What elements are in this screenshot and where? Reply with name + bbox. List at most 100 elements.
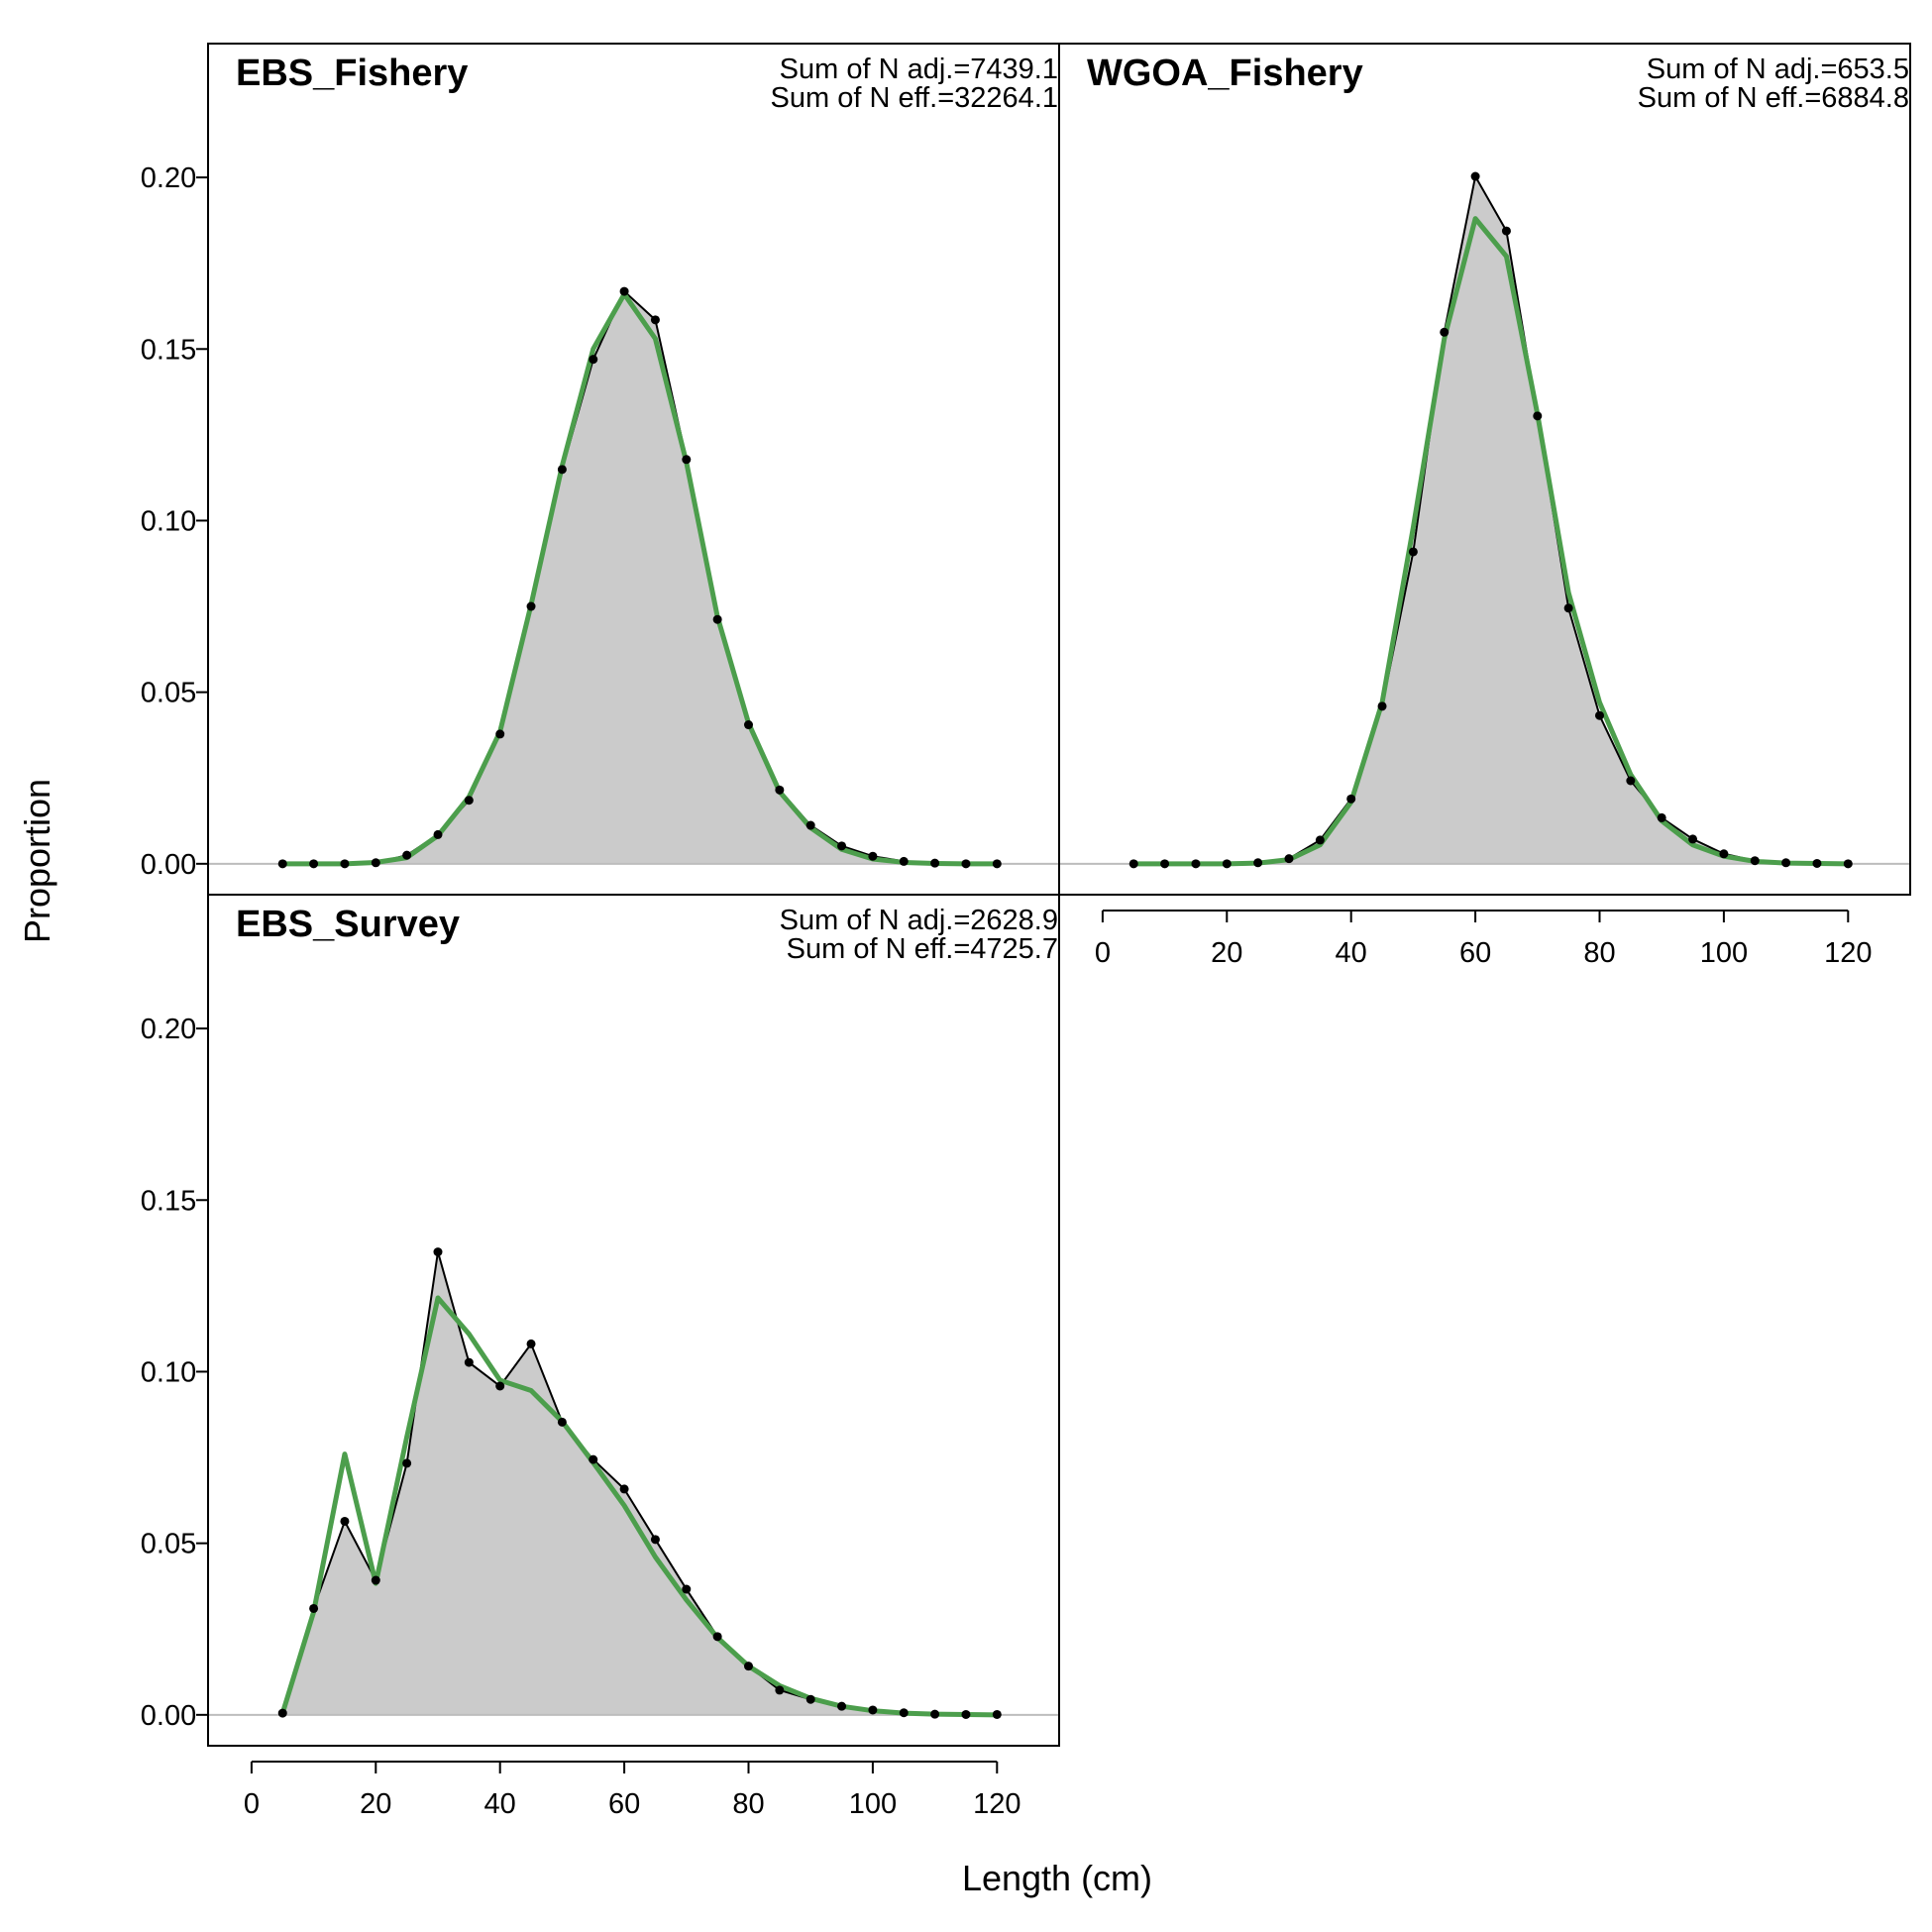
observed-point — [1657, 812, 1666, 822]
observed-point — [526, 1339, 536, 1348]
observed-point — [340, 859, 350, 869]
y-axis-title: Proportion — [17, 779, 57, 943]
observed-point — [992, 859, 1002, 869]
observed-point — [402, 1458, 412, 1468]
observed-point — [1626, 776, 1636, 786]
observed-point — [899, 856, 909, 866]
observed-point — [1440, 327, 1449, 337]
x-axis-title: Length (cm) — [962, 1858, 1152, 1898]
observed-point — [899, 1708, 909, 1718]
observed-point — [1470, 171, 1480, 181]
panel-frame — [1058, 43, 1911, 896]
x-tick-label: 60 — [608, 1788, 640, 1820]
observed-point — [464, 796, 474, 805]
observed-point — [526, 601, 536, 611]
observed-point — [961, 1709, 971, 1719]
observed-point — [805, 1694, 815, 1704]
observed-point — [682, 1584, 692, 1594]
observed-point — [1843, 859, 1853, 869]
observed-point — [1377, 701, 1387, 711]
observed-point — [650, 1535, 660, 1545]
expected-line — [279, 1295, 998, 1718]
panel-annotation: Sum of N eff.=4725.7 — [787, 933, 1058, 965]
observed-point — [619, 286, 629, 296]
y-tick-label: 0.05 — [141, 1529, 196, 1560]
observed-point — [1688, 834, 1698, 844]
observed-point — [805, 820, 815, 830]
observed-point — [1533, 411, 1543, 421]
x-tick-label: 100 — [849, 1788, 897, 1820]
observed-point — [619, 1484, 629, 1494]
panel-annotation: Sum of N eff.=6884.8 — [1638, 82, 1909, 114]
observed-area — [282, 1251, 998, 1715]
observed-point — [433, 829, 443, 839]
observed-point — [868, 851, 878, 861]
panel-title: EBS_Fishery — [236, 53, 468, 94]
observed-point — [837, 1701, 847, 1711]
observed-point — [277, 859, 287, 869]
observed-point — [743, 1662, 753, 1671]
x-tick-label: 80 — [1583, 937, 1615, 969]
x-tick-label: 20 — [360, 1788, 391, 1820]
observed-point — [1222, 859, 1232, 869]
x-tick-label: 0 — [244, 1788, 260, 1820]
observed-point — [930, 1709, 940, 1719]
y-tick-label: 0.10 — [141, 1356, 196, 1388]
y-tick-label: 0.15 — [141, 334, 196, 366]
x-tick-label: 100 — [1700, 937, 1748, 969]
observed-point — [371, 858, 380, 868]
observed-point — [340, 1516, 350, 1526]
panel-annotation: Sum of N adj.=2628.9 — [780, 905, 1058, 936]
expected-line — [1133, 216, 1849, 867]
observed-point — [1719, 849, 1729, 859]
observed-point — [712, 1632, 722, 1642]
observed-point — [277, 1708, 287, 1718]
y-tick-label: 0.00 — [141, 849, 196, 881]
observed-point — [495, 729, 505, 739]
observed-point — [309, 1603, 319, 1613]
y-tick-label: 0.20 — [141, 162, 196, 194]
x-tick-label: 120 — [973, 1788, 1020, 1820]
observed-point — [402, 850, 412, 860]
x-tick-label: 40 — [484, 1788, 516, 1820]
observed-point — [775, 1685, 785, 1695]
x-tick-label: 120 — [1824, 937, 1872, 969]
observed-point — [1501, 226, 1511, 236]
observed-point — [1191, 859, 1201, 869]
panel-annotation: Sum of N adj.=653.5 — [1647, 54, 1909, 85]
observed-point — [1128, 859, 1138, 869]
observed-point — [1563, 603, 1573, 613]
observed-point — [1160, 859, 1170, 869]
observed-point — [1408, 547, 1418, 557]
observed-area — [282, 291, 998, 864]
observed-point — [961, 859, 971, 869]
observed-point — [495, 1381, 505, 1391]
x-tick-label: 20 — [1211, 937, 1242, 969]
observed-point — [433, 1247, 443, 1257]
observed-point — [464, 1357, 474, 1367]
panel-title: EBS_Survey — [236, 904, 460, 945]
y-tick-label: 0.00 — [141, 1700, 196, 1732]
y-tick-label: 0.20 — [141, 1014, 196, 1045]
x-tick-label: 60 — [1459, 937, 1491, 969]
observed-point — [1812, 858, 1822, 868]
observed-point — [1594, 710, 1604, 720]
x-tick-label: 40 — [1336, 937, 1367, 969]
observed-point — [309, 859, 319, 869]
observed-point — [930, 858, 940, 868]
observed-point — [557, 1417, 567, 1427]
y-tick-label: 0.10 — [141, 505, 196, 537]
y-tick-label: 0.15 — [141, 1185, 196, 1217]
panel-title: WGOA_Fishery — [1087, 53, 1363, 94]
observed-point — [1346, 794, 1356, 804]
observed-point — [712, 614, 722, 624]
observed-point — [682, 455, 692, 465]
observed-point — [1315, 835, 1325, 845]
observed-point — [868, 1705, 878, 1715]
observed-point — [1781, 858, 1791, 868]
observed-point — [775, 785, 785, 795]
